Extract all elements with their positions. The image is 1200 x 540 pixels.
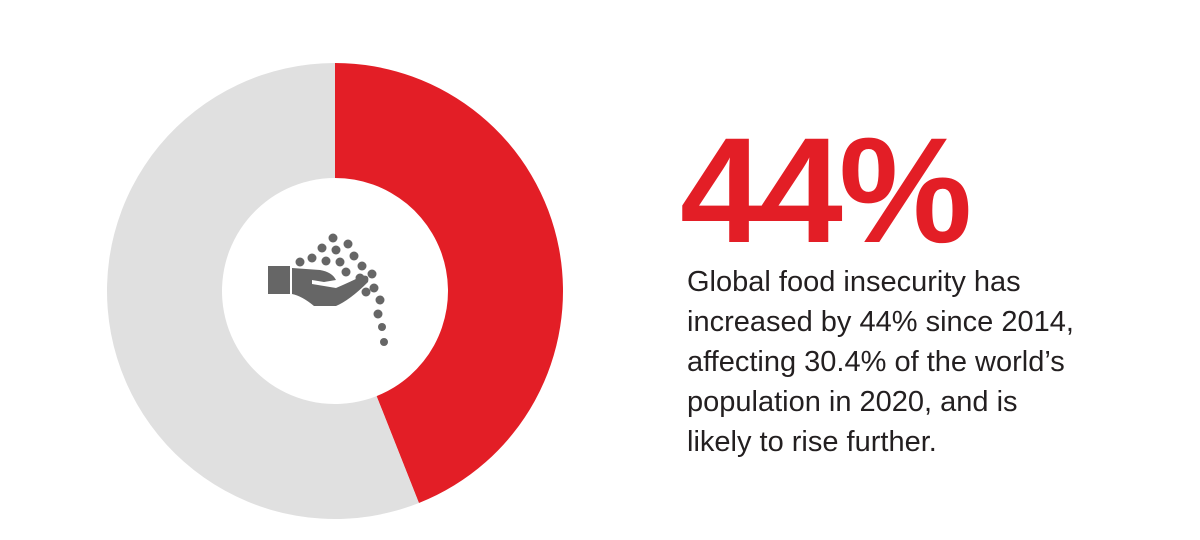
description-line: affecting 30.4% of the world’s [687,346,1065,378]
description: Global food insecurity has increased by 4… [687,266,1074,458]
description-line: increased by 44% since 2014, [687,306,1074,338]
description-line: Global food insecurity has [687,266,1021,298]
donut-segment [335,63,564,503]
description-line: population in 2020, and is [687,386,1018,418]
icon-hand [292,268,369,306]
hand-seed-icon [268,233,388,346]
donut [107,63,564,519]
icon-sleeve [268,266,290,294]
donut-segment [107,63,419,519]
description-line: likely to rise further. [687,426,937,458]
headline-value: 44% [680,106,969,274]
